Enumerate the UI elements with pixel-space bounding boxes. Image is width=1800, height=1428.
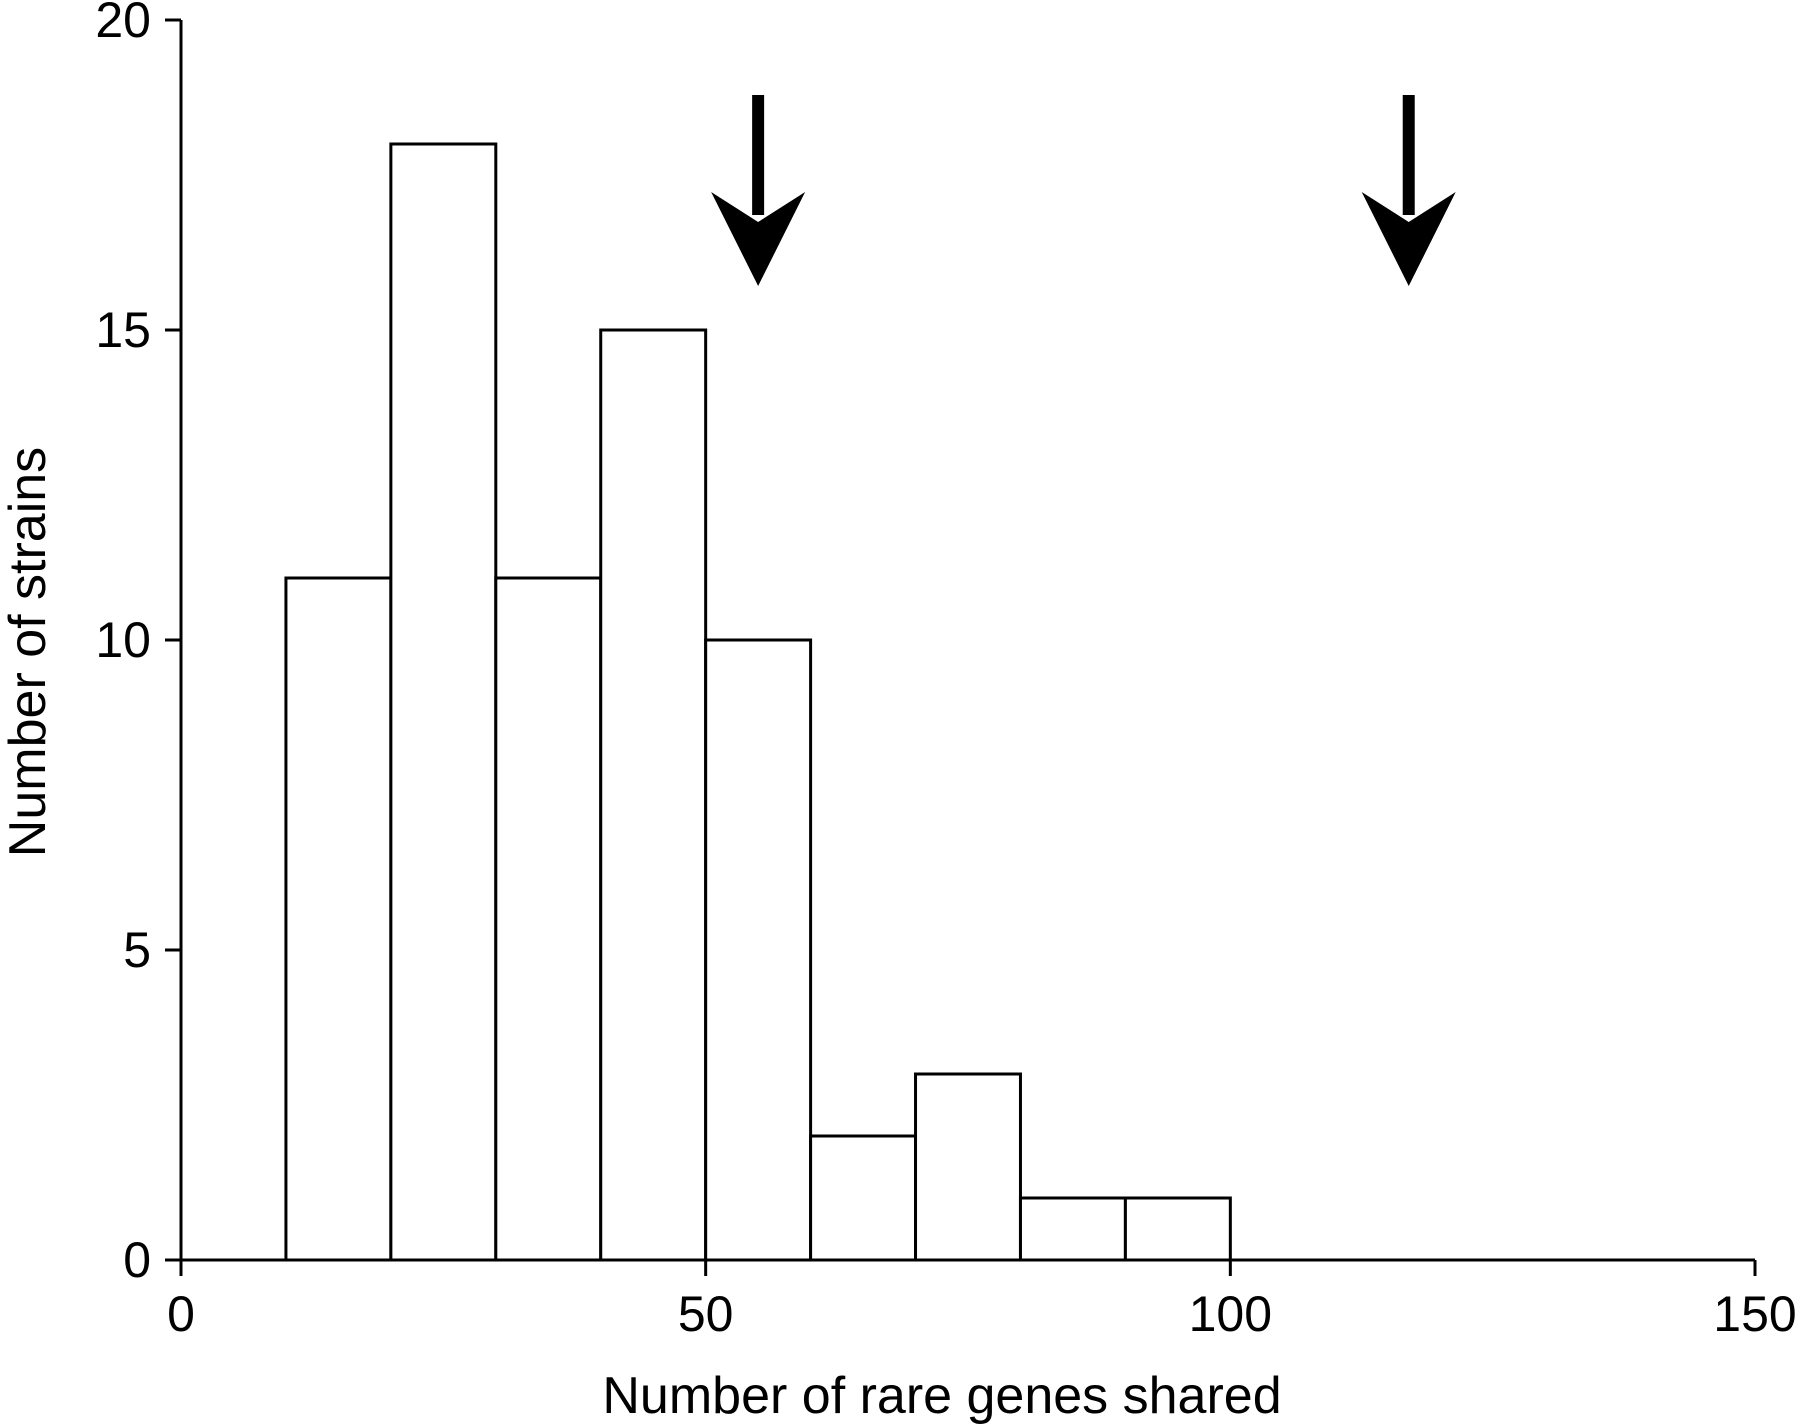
axes-group: 0 50 100 150 0 5 10 15 20 [95,0,1796,1342]
histogram-bar-50-60 [704,638,813,1262]
histogram-bar-90-100 [1123,1196,1232,1262]
annotations-group [711,95,1456,286]
histogram-bar-80-90 [1018,1196,1127,1262]
histogram-bar-20-30 [389,142,498,1262]
x-tick-label: 0 [167,1286,195,1342]
y-tick-label: 5 [123,922,151,978]
down-arrow-icon [1361,95,1456,286]
y-tick-label: 10 [95,612,151,668]
x-tick-label: 50 [678,1286,734,1342]
x-tick-label: 100 [1189,1286,1272,1342]
histogram-bar-10-20 [284,576,393,1262]
x-tick-label: 150 [1713,1286,1796,1342]
x-axis-title: Number of rare genes shared [602,1367,1281,1425]
histogram-bar-60-70 [809,1134,918,1262]
histogram-bar-30-40 [494,576,603,1262]
histogram-bar-70-80 [914,1072,1022,1262]
y-tick-label: 20 [95,0,151,48]
bars-group [284,142,1232,1262]
y-tick-label: 15 [95,302,151,358]
y-axis-title: Number of strains [0,447,57,857]
y-tick-label: 0 [123,1232,151,1288]
histogram-bar-40-50 [599,328,708,1262]
down-arrow-icon [711,95,806,286]
